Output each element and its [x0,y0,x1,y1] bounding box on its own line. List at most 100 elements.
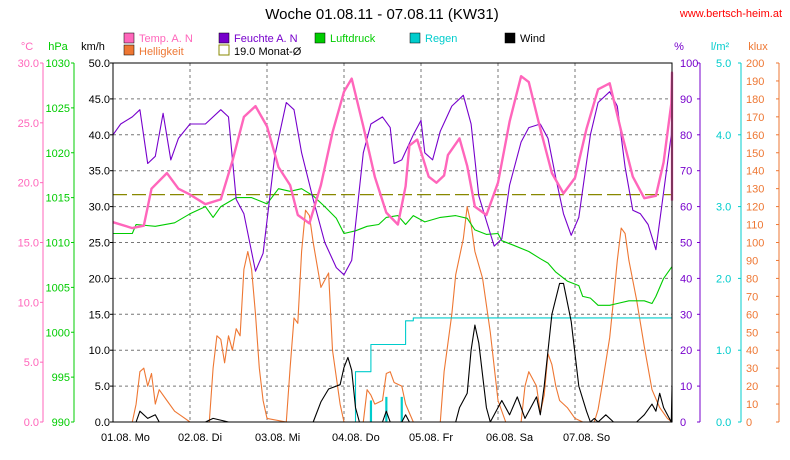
axis-tick-label-temp: 25.0 [18,118,39,130]
axis-tick-label-brightness: 140 [746,166,764,178]
legend-label-pressure: Luftdruck [330,33,376,45]
legend-item-wind: Wind [504,32,545,45]
axis-unit-rain: l/m² [711,41,730,53]
axis-tick-label-temp: 20.0 [18,178,39,190]
axis-tick-label-brightness: 20 [746,381,758,393]
legend-label-humidity: Feuchte A. N [234,33,298,45]
x-axis-tick-label: 05.08. Fr [409,432,453,444]
axis-tick-label-brightness: 0 [746,417,752,429]
axis-tick-label-wind: 5.0 [95,381,110,393]
axis-tick-label-pressure: 1000 [46,327,70,339]
series-layer [112,71,674,423]
legend-label-rain: Regen [425,33,457,45]
axis-tick-label-brightness: 50 [746,327,758,339]
legend-swatch-rain [409,32,421,44]
x-axis-tick-label: 03.08. Mi [255,432,300,444]
legend-swatch-temp [123,32,135,44]
legend-item-monthavg: 19.0 Monat-Ø [218,44,302,58]
website-link[interactable]: www.bertsch-heim.at [679,8,782,20]
x-axis-tick-label: 04.08. Do [332,432,380,444]
axis-tick-label-wind: 35.0 [89,166,110,178]
axis-tick-label-brightness: 10 [746,399,758,411]
axis-tick-label-wind: 10.0 [89,345,110,357]
axis-tick-label-brightness: 70 [746,291,758,303]
legend-swatch-monthavg [218,44,230,56]
axis-tick-label-rain: 5.0 [716,58,731,70]
legend: Temp. A. N Helligkeit Feuchte A. N 19.0 … [123,32,545,58]
x-axis-tick-label: 07.08. So [563,432,610,444]
axis-tick-label-humidity: 20 [680,345,692,357]
axis-tick-label-brightness: 40 [746,345,758,357]
axis-unit-brightness: klux [748,41,768,53]
legend-swatch-brightness [123,44,135,56]
axis-tick-label-pressure: 1005 [46,282,70,294]
legend-label-monthavg: 19.0 Monat-Ø [234,46,302,58]
axis-tick-label-rain: 2.0 [716,273,731,285]
legend-swatch-wind [504,32,516,44]
legend-item-temp: Temp. A. N [123,32,193,45]
axis-tick-label-humidity: 80 [680,130,692,142]
series-line-temp [112,71,674,230]
series-line-rain [113,317,672,423]
axis-tick-label-brightness: 80 [746,273,758,285]
axis-tick-label-brightness: 100 [746,238,764,250]
axis-tick-label-wind: 20.0 [89,273,110,285]
axis-tick-label-brightness: 120 [746,202,764,214]
axis-tick-label-pressure: 1010 [46,238,70,250]
axes-layer: 0.05.010.015.020.025.030.099099510001005… [18,58,780,444]
axis-tick-label-humidity: 40 [680,273,692,285]
axis-tick-label-humidity: 0 [680,417,686,429]
legend-swatch-humidity [218,32,230,44]
axis-tick-label-pressure: 990 [52,417,70,429]
axis-tick-label-humidity: 70 [680,166,692,178]
axis-tick-label-brightness: 30 [746,363,758,375]
axis-tick-label-pressure: 1015 [46,193,70,205]
axis-tick-label-brightness: 60 [746,309,758,321]
series-line-humidity [112,91,673,276]
axis-tick-label-brightness: 160 [746,130,764,142]
axis-unit-pressure: hPa [48,41,68,53]
axis-tick-label-wind: 40.0 [89,130,110,142]
axis-tick-label-brightness: 170 [746,112,764,124]
axis-tick-label-humidity: 100 [680,58,698,70]
axis-tick-label-brightness: 110 [746,220,764,232]
axis-tick-label-temp: 15.0 [18,238,39,250]
axis-tick-label-brightness: 180 [746,94,764,106]
axis-tick-label-brightness: 130 [746,184,764,196]
axis-tick-label-wind: 50.0 [89,58,110,70]
axis-unit-wind: km/h [81,41,105,53]
axis-tick-label-wind: 25.0 [89,238,110,250]
axis-tick-label-brightness: 190 [746,76,764,88]
legend-item-rain: Regen [409,32,457,45]
x-axis-tick-label: 01.08. Mo [101,432,150,444]
legend-label-wind: Wind [520,33,545,45]
axis-tick-label-pressure: 1020 [46,148,70,160]
legend-item-brightness: Helligkeit [123,44,184,58]
axis-tick-label-humidity: 90 [680,94,692,106]
axis-tick-label-humidity: 10 [680,381,692,393]
x-axis-tick-label: 06.08. Sa [486,432,534,444]
legend-swatch-pressure [314,32,326,44]
axis-unit-humidity: % [674,41,684,53]
legend-label-brightness: Helligkeit [139,46,184,58]
axis-tick-label-humidity: 30 [680,309,692,321]
axis-tick-label-pressure: 1030 [46,58,70,70]
legend-item-pressure: Luftdruck [314,32,376,45]
axis-tick-label-wind: 45.0 [89,94,110,106]
axis-tick-label-temp: 0.0 [24,417,39,429]
axis-tick-label-temp: 30.0 [18,58,39,70]
axis-tick-label-brightness: 150 [746,148,764,160]
axis-tick-label-rain: 4.0 [716,130,731,142]
axis-tick-label-brightness: 200 [746,58,764,70]
axis-tick-label-rain: 0.0 [716,417,731,429]
axis-tick-label-rain: 3.0 [716,202,731,214]
axis-tick-label-rain: 1.0 [716,345,731,357]
axis-tick-label-pressure: 1025 [46,103,70,115]
series-line-brightness [113,206,673,423]
axis-unit-temp: °C [21,41,33,53]
axis-tick-label-humidity: 60 [680,202,692,214]
legend-label-temp: Temp. A. N [139,33,193,45]
axis-tick-label-wind: 15.0 [89,309,110,321]
axis-tick-label-pressure: 995 [52,372,70,384]
